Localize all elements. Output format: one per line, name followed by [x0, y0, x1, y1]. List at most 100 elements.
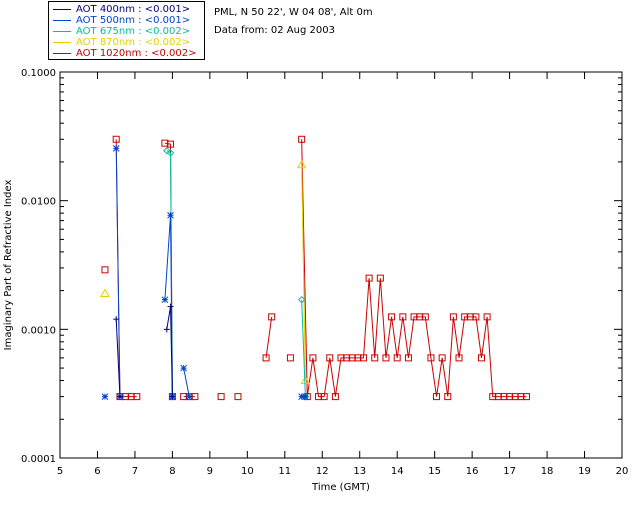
- series-line-aot-500nm: [115, 148, 121, 397]
- legend-item-400nm: AOT 400nm : <0.001>: [53, 4, 190, 15]
- x-tick-label-20: 20: [616, 466, 629, 477]
- x-tick-label-12: 12: [316, 466, 329, 477]
- data-point-aot-1020nm: [298, 135, 306, 143]
- data-point-aot-1020nm: [371, 354, 379, 362]
- x-tick-label-7: 7: [132, 466, 138, 477]
- series-aot-400nm: [113, 303, 176, 400]
- data-point-aot-1020nm: [217, 393, 225, 401]
- data-point-aot-500nm: [101, 393, 109, 400]
- data-point-aot-675nm: [297, 295, 306, 304]
- data-point-aot-1020nm: [359, 354, 367, 362]
- x-tick-label-6: 6: [94, 466, 100, 477]
- axis-ticks: 5 6 7 8 9 10 11 12 13 14 15 16 17 18 19 20 0.0001 0.0010 0…: [21, 68, 628, 477]
- data-point-aot-400nm: [169, 393, 176, 400]
- data-point-aot-400nm: [163, 326, 170, 333]
- legend-item-500nm: AOT 500nm : <0.001>: [53, 15, 190, 26]
- data-point-aot-1020nm: [444, 393, 452, 401]
- data-point-aot-1020nm: [388, 313, 396, 321]
- x-tick-label-13: 13: [353, 466, 366, 477]
- series-layer: [100, 135, 530, 401]
- axes-frame: [59, 71, 623, 459]
- series-line-aot-1020nm: [301, 139, 527, 398]
- data-point-aot-1020nm: [112, 135, 120, 143]
- legend-label-500nm: AOT 500nm : <0.001>: [76, 15, 191, 26]
- data-point-aot-870nm: [100, 288, 110, 297]
- legend: AOT 400nm : <0.001> AOT 500nm : <0.001> …: [48, 1, 205, 60]
- series-aot-1020nm: [101, 135, 530, 401]
- data-point-aot-500nm: [302, 393, 309, 400]
- data-point-aot-1020nm: [478, 354, 485, 362]
- data-point-aot-1020nm: [365, 274, 373, 282]
- series-line-aot-1020nm: [265, 316, 273, 358]
- x-tick-label-18: 18: [541, 466, 554, 477]
- data-point-aot-1020nm: [382, 354, 390, 362]
- data-point-aot-500nm: [180, 364, 187, 372]
- site-info: PML, N 50 22', W 04 08', Alt 0m: [214, 7, 373, 18]
- data-point-aot-1020nm: [268, 313, 276, 321]
- data-point-aot-675nm: [163, 146, 171, 155]
- data-point-aot-1020nm: [167, 140, 175, 148]
- data-point-aot-675nm: [166, 149, 175, 157]
- data-point-aot-400nm: [167, 303, 174, 310]
- x-tick-label-15: 15: [428, 466, 441, 477]
- data-point-aot-1020nm: [449, 313, 457, 321]
- legend-swatch-400nm: [53, 8, 71, 10]
- data-point-aot-1020nm: [399, 313, 407, 321]
- series-line-aot-500nm: [183, 367, 190, 397]
- data-point-aot-1020nm: [522, 393, 530, 401]
- x-tick-label-19: 19: [578, 466, 591, 477]
- legend-label-870nm: AOT 870nm : <0.002>: [76, 37, 191, 48]
- data-point-aot-1020nm: [421, 313, 429, 321]
- data-point-aot-1020nm: [404, 354, 412, 362]
- x-axis-label: Time (GMT): [311, 482, 370, 493]
- y-axis-label: Imaginary Part of Refractive Index: [3, 180, 14, 351]
- data-point-aot-1020nm: [101, 266, 109, 274]
- x-tick-label-10: 10: [241, 466, 254, 477]
- data-point-aot-500nm: [161, 296, 169, 304]
- data-point-aot-1020nm: [472, 313, 480, 321]
- series-line-aot-400nm: [115, 319, 121, 397]
- data-point-aot-500nm: [298, 393, 306, 400]
- x-tick-label-8: 8: [169, 466, 175, 477]
- series-line-aot-675nm: [301, 299, 306, 397]
- data-point-aot-1020nm: [483, 313, 491, 321]
- data-point-aot-1020nm: [393, 354, 401, 362]
- legend-item-1020nm: AOT 1020nm : <0.002>: [53, 48, 196, 59]
- x-tick-label-5: 5: [57, 466, 63, 477]
- legend-label-1020nm: AOT 1020nm : <0.002>: [76, 48, 197, 59]
- data-point-aot-1020nm: [455, 354, 463, 362]
- x-tick-label-16: 16: [466, 466, 479, 477]
- data-point-aot-1020nm: [320, 393, 328, 401]
- series-aot-500nm: [101, 145, 309, 400]
- legend-item-870nm: AOT 870nm : <0.002>: [53, 37, 190, 48]
- series-line-aot-870nm: [301, 164, 306, 381]
- data-point-aot-500nm: [185, 393, 193, 400]
- series-line-aot-500nm: [164, 215, 173, 397]
- data-point-aot-1020nm: [286, 354, 294, 362]
- x-tick-label-11: 11: [278, 466, 291, 477]
- data-point-aot-870nm: [300, 375, 311, 385]
- data-point-aot-500nm: [112, 145, 120, 152]
- y-tick-label-0.0001: 0.0001: [21, 454, 56, 465]
- data-point-aot-1020nm: [433, 393, 441, 401]
- legend-swatch-1020nm: [53, 52, 71, 54]
- data-point-aot-1020nm: [326, 354, 334, 362]
- x-tick-label-17: 17: [503, 466, 516, 477]
- x-tick-label-9: 9: [207, 466, 213, 477]
- legend-label-400nm: AOT 400nm : <0.001>: [76, 4, 191, 15]
- data-point-aot-1020nm: [262, 354, 270, 362]
- legend-label-675nm: AOT 675nm : <0.002>: [76, 26, 191, 37]
- data-point-aot-1020nm: [376, 274, 384, 282]
- legend-item-675nm: AOT 675nm : <0.002>: [53, 26, 190, 37]
- data-point-aot-1020nm: [427, 354, 435, 362]
- data-point-aot-1020nm: [133, 393, 141, 401]
- data-point-aot-870nm: [296, 159, 307, 169]
- y-tick-label-0.1000: 0.1000: [21, 68, 56, 79]
- data-point-aot-400nm: [116, 393, 123, 400]
- legend-swatch-870nm: [53, 41, 71, 43]
- data-point-aot-1020nm: [438, 354, 446, 362]
- data-point-aot-1020nm: [234, 393, 242, 401]
- data-point-aot-400nm: [113, 316, 120, 323]
- y-tick-label-0.0100: 0.0100: [21, 197, 56, 208]
- y-tick-label-0.0010: 0.0010: [21, 325, 56, 336]
